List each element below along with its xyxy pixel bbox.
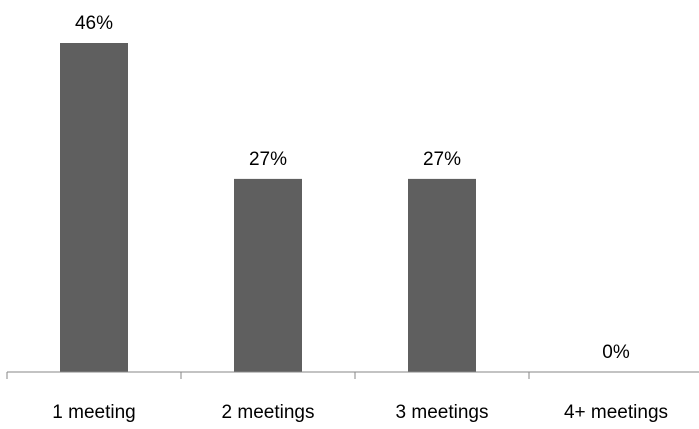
bars-group — [60, 43, 476, 372]
data-label: 0% — [602, 342, 630, 363]
data-labels-group: 46% 27% 27% 0% — [75, 13, 630, 363]
data-label: 46% — [75, 13, 113, 34]
category-labels-group: 1 meeting 2 meetings 3 meetings 4+ meetings — [52, 402, 668, 423]
data-label: 27% — [423, 149, 461, 170]
data-label: 27% — [249, 149, 287, 170]
x-tick-label: 2 meetings — [222, 402, 315, 423]
x-tick-label: 1 meeting — [52, 402, 135, 423]
x-tick-label: 3 meetings — [396, 402, 489, 423]
bar — [60, 43, 128, 372]
bar — [408, 178, 476, 372]
bar — [234, 178, 302, 372]
x-tick-label: 4+ meetings — [564, 402, 668, 423]
x-axis — [6, 371, 699, 379]
